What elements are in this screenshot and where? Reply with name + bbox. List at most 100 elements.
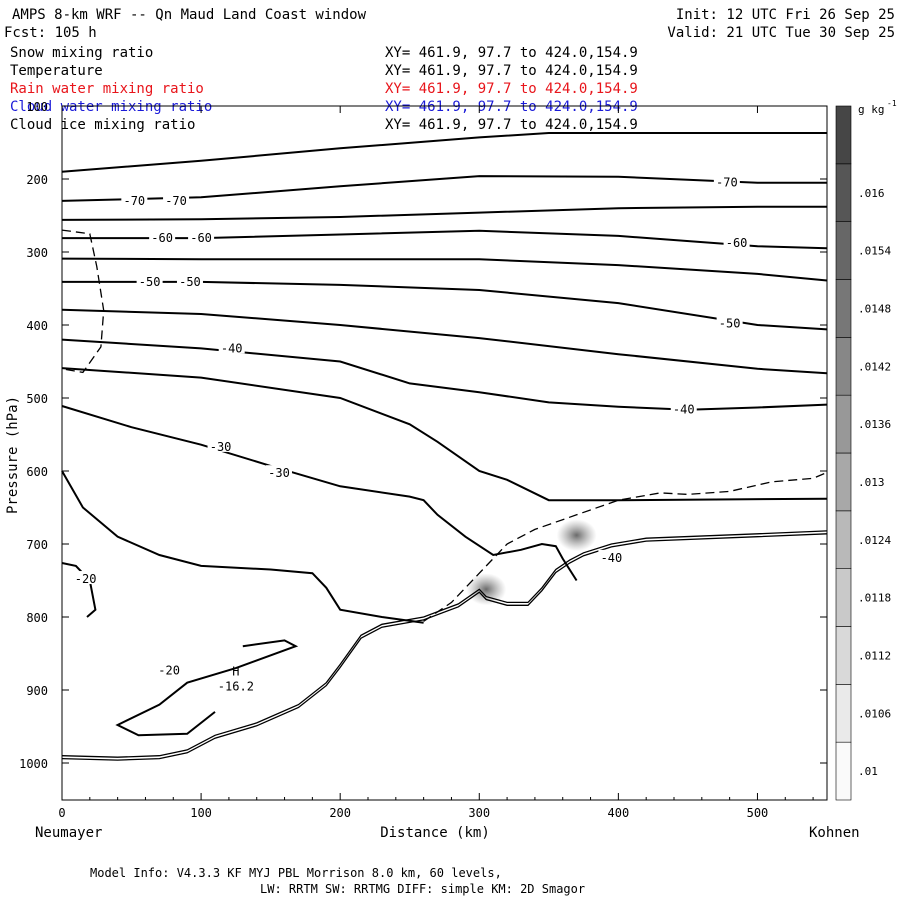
y-tick-label-1: 200 xyxy=(26,173,48,187)
contour-label-4: -60 xyxy=(190,231,212,245)
y-tick-label-0: 100 xyxy=(26,100,48,114)
isotherm-6 xyxy=(61,308,828,375)
contour-label-7: -50 xyxy=(179,275,201,289)
terrain-outline xyxy=(61,530,828,761)
mixing-ratio-shading xyxy=(466,519,597,606)
field-name-2: Rain water mixing ratio xyxy=(10,81,204,97)
colorbar-segment-0 xyxy=(835,741,852,801)
y-tick-label-3: 400 xyxy=(26,319,48,333)
x-tick-label-5: 500 xyxy=(747,806,769,820)
colorbar-label-6: .0136 xyxy=(858,418,891,431)
contour-label-bg-11 xyxy=(598,549,625,563)
model-info-line-1: Model Info: V4.3.3 KF MYJ PBL Morrison 8… xyxy=(90,866,502,880)
contour-label-11: -40 xyxy=(601,551,623,565)
y-tick-label-7: 800 xyxy=(26,611,48,625)
terrain-line-upper xyxy=(61,530,828,758)
field-coords-0: XY= 461.9, 97.7 to 424.0,154.9 xyxy=(385,45,638,61)
colorbar-label-0: .01 xyxy=(858,765,878,778)
field-legend: Snow mixing ratio XY= 461.9, 97.7 to 424.… xyxy=(10,45,638,133)
colorbar-segment-3 xyxy=(835,568,852,627)
colorbar-segment-5 xyxy=(835,452,852,512)
shading-blob-1 xyxy=(556,519,597,552)
model-info-line-2: LW: RRTM SW: RRTMG DIFF: simple KM: 2D S… xyxy=(260,882,585,896)
contour-label-13: -30 xyxy=(268,466,290,480)
contour-label-bg-9 xyxy=(218,340,245,354)
contour-label-14: -20 xyxy=(75,572,97,586)
contour-label-bg-13 xyxy=(265,465,292,479)
plot-frame xyxy=(61,105,828,801)
colorbar-units-exponent: -1 xyxy=(887,99,897,108)
colorbar: .01 .0106 .0112 .0118 .0124 .013 .0136 .0142 .01… xyxy=(835,105,891,801)
contour-labels: -70 -70 -70 -60 -60 -60 -50 -50 -50 -40 -40 -40 -30 -… xyxy=(72,174,750,677)
isotherm-5 xyxy=(62,280,828,331)
y-tick-label-6: 700 xyxy=(26,538,48,552)
contour-label-8: -50 xyxy=(719,317,741,331)
contour-label-3: -60 xyxy=(151,231,173,245)
terrain-line-lower xyxy=(61,533,828,761)
x-tick-label-4: 400 xyxy=(608,806,630,820)
contour-label-15: -20 xyxy=(158,663,180,677)
dashed-contours xyxy=(61,229,828,622)
colorbar-segment-1 xyxy=(835,684,852,743)
y-tick-label-5: 600 xyxy=(26,465,48,479)
plot-title: AMPS 8-km WRF -- Qn Maud Land Coast wind… xyxy=(12,7,367,23)
y-tick-label-2: 300 xyxy=(26,246,48,260)
contour-label-5: -60 xyxy=(726,236,748,250)
forecast-hour: Fcst: 105 h xyxy=(4,25,97,41)
isotherm-1 xyxy=(61,175,827,202)
field-name-1: Temperature xyxy=(10,63,103,79)
isotherm-8 xyxy=(61,367,828,502)
y-tick-label-8: 900 xyxy=(26,684,48,698)
contour-label-2: -70 xyxy=(716,176,738,190)
x-tick-label-0: 0 xyxy=(58,806,65,820)
contour-label-bg-5 xyxy=(723,235,750,249)
contour-label-bg-14 xyxy=(72,571,99,585)
contour-label-bg-10 xyxy=(670,401,697,415)
y-tick-label-9: 1000 xyxy=(19,757,48,771)
isotherm-7 xyxy=(61,338,828,411)
isotherm-9 xyxy=(61,405,578,582)
valid-time: Valid: 21 UTC Tue 30 Sep 25 xyxy=(667,25,895,41)
contour-label-10: -40 xyxy=(673,403,695,417)
contour-label-bg-7 xyxy=(176,273,203,287)
colorbar-segment-11 xyxy=(835,105,852,165)
isotherm-3 xyxy=(62,229,828,250)
colorbar-segment-2 xyxy=(835,626,852,685)
colorbar-segment-4 xyxy=(835,510,852,569)
field-coords-3: XY= 461.9, 97.7 to 424.0,154.9 xyxy=(385,99,638,115)
contour-label-bg-6 xyxy=(136,273,163,287)
x-right-station: Kohnen xyxy=(809,825,860,841)
colorbar-label-5: .013 xyxy=(858,476,885,489)
y-tick-label-4: 500 xyxy=(26,392,48,406)
contour-label-bg-4 xyxy=(188,230,215,244)
contour-label-bg-3 xyxy=(149,230,176,244)
init-time: Init: 12 UTC Fri 26 Sep 25 xyxy=(676,7,895,23)
max-marker-value: -16.2 xyxy=(218,679,254,693)
contour-label-bg-1 xyxy=(163,192,190,206)
temperature-contours xyxy=(61,132,828,737)
isotherm-4 xyxy=(61,257,828,282)
colorbar-segment-7 xyxy=(835,337,852,396)
x-tick-label-2: 200 xyxy=(329,806,351,820)
colorbar-label-2: .0112 xyxy=(858,649,891,662)
contour-label-bg-15 xyxy=(156,662,183,676)
contour-label-bg-12 xyxy=(207,438,234,452)
contour-label-6: -50 xyxy=(139,275,161,289)
field-name-3: Cloud water mixing ratio xyxy=(10,99,212,115)
x-left-station: Neumayer xyxy=(35,825,102,841)
colorbar-label-8: .0148 xyxy=(858,302,891,315)
colorbar-segment-10 xyxy=(835,163,852,222)
colorbar-segment-9 xyxy=(835,221,852,280)
field-name-4: Cloud ice mixing ratio xyxy=(10,117,195,133)
dashed-contour-1 xyxy=(423,471,828,622)
dashed-contour-0 xyxy=(61,229,105,374)
y-axis-ticks: 100 200 300 400 500 600 700 800 900 1000 xyxy=(19,100,827,771)
y-axis-label: Pressure (hPa) xyxy=(5,396,21,514)
colorbar-segment-8 xyxy=(835,279,852,338)
colorbar-label-1: .0106 xyxy=(858,707,891,720)
contour-label-1: -70 xyxy=(165,194,187,208)
shading-blob-0 xyxy=(466,573,507,606)
colorbar-label-9: .0154 xyxy=(858,245,891,258)
x-axis-label: Distance (km) xyxy=(380,825,490,841)
contour-label-9: -40 xyxy=(221,341,243,355)
